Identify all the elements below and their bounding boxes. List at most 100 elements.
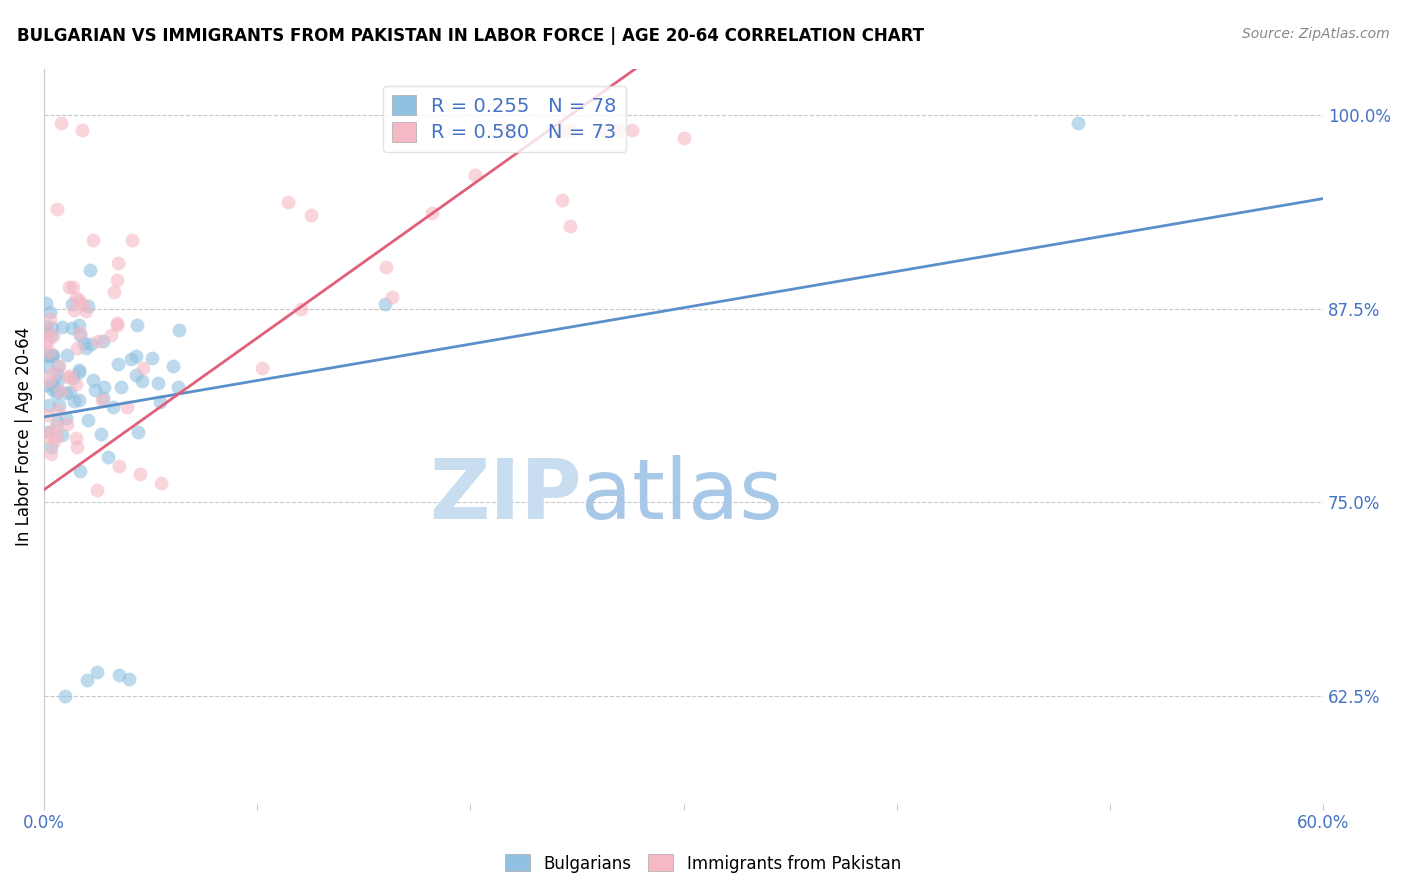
Bulgarians <box>41 382 63 396</box>
Immigrants from Pakistan <box>37 408 59 422</box>
Y-axis label: In Labor Force | Age 20-64: In Labor Force | Age 20-64 <box>15 326 32 546</box>
Bulgarians <box>56 348 79 362</box>
Bulgarians <box>60 321 83 335</box>
Bulgarians <box>82 373 104 387</box>
Immigrants from Pakistan <box>250 360 273 375</box>
Bulgarians <box>110 380 132 394</box>
Bulgarians <box>46 415 69 429</box>
Immigrants from Pakistan <box>129 467 152 482</box>
Text: Source: ZipAtlas.com: Source: ZipAtlas.com <box>1241 27 1389 41</box>
Immigrants from Pakistan <box>551 193 574 207</box>
Immigrants from Pakistan <box>105 318 128 332</box>
Legend: R = 0.255   N = 78, R = 0.580   N = 73: R = 0.255 N = 78, R = 0.580 N = 73 <box>382 86 627 152</box>
Immigrants from Pakistan <box>39 425 62 440</box>
Bulgarians <box>77 413 100 427</box>
Immigrants from Pakistan <box>620 123 643 137</box>
Immigrants from Pakistan <box>56 417 79 431</box>
Bulgarians <box>86 665 108 680</box>
Bulgarians <box>1067 116 1090 130</box>
Bulgarians <box>42 376 65 391</box>
Bulgarians <box>35 318 58 333</box>
Bulgarians <box>62 371 84 385</box>
Immigrants from Pakistan <box>38 345 60 359</box>
Bulgarians <box>76 673 98 687</box>
Immigrants from Pakistan <box>464 168 486 182</box>
Immigrants from Pakistan <box>70 296 93 310</box>
Immigrants from Pakistan <box>46 402 69 417</box>
Bulgarians <box>39 349 62 363</box>
Immigrants from Pakistan <box>46 202 69 216</box>
Text: atlas: atlas <box>581 455 783 535</box>
Immigrants from Pakistan <box>105 316 128 330</box>
Bulgarians <box>48 359 70 374</box>
Immigrants from Pakistan <box>121 233 143 247</box>
Bulgarians <box>41 321 63 335</box>
Immigrants from Pakistan <box>107 459 129 474</box>
Bulgarians <box>55 689 77 703</box>
Bulgarians <box>141 351 163 365</box>
Immigrants from Pakistan <box>48 359 70 374</box>
Bulgarians <box>38 399 60 413</box>
Immigrants from Pakistan <box>45 418 67 433</box>
Bulgarians <box>41 377 63 392</box>
Bulgarians <box>41 348 63 362</box>
Bulgarians <box>37 425 59 439</box>
Immigrants from Pakistan <box>48 384 70 399</box>
Bulgarians <box>96 450 118 464</box>
Bulgarians <box>67 392 90 407</box>
Immigrants from Pakistan <box>62 280 84 294</box>
Bulgarians <box>75 341 97 355</box>
Bulgarians <box>51 320 73 334</box>
Immigrants from Pakistan <box>132 361 155 376</box>
Immigrants from Pakistan <box>65 431 87 445</box>
Bulgarians <box>162 359 184 374</box>
Bulgarians <box>90 426 112 441</box>
Bulgarians <box>77 299 100 313</box>
Bulgarians <box>46 384 69 399</box>
Immigrants from Pakistan <box>41 367 63 381</box>
Immigrants from Pakistan <box>420 205 443 219</box>
Text: BULGARIAN VS IMMIGRANTS FROM PAKISTAN IN LABOR FORCE | AGE 20-64 CORRELATION CHA: BULGARIAN VS IMMIGRANTS FROM PAKISTAN IN… <box>17 27 924 45</box>
Immigrants from Pakistan <box>65 376 87 391</box>
Immigrants from Pakistan <box>59 369 82 384</box>
Immigrants from Pakistan <box>63 303 86 318</box>
Immigrants from Pakistan <box>46 429 69 443</box>
Bulgarians <box>63 393 86 408</box>
Bulgarians <box>55 411 77 425</box>
Immigrants from Pakistan <box>58 280 80 294</box>
Bulgarians <box>48 398 70 412</box>
Bulgarians <box>38 304 60 318</box>
Bulgarians <box>35 359 58 374</box>
Bulgarians <box>37 348 59 362</box>
Immigrants from Pakistan <box>42 434 65 449</box>
Bulgarians <box>101 400 124 414</box>
Immigrants from Pakistan <box>75 303 97 318</box>
Bulgarians <box>67 318 90 332</box>
Immigrants from Pakistan <box>72 123 94 137</box>
Immigrants from Pakistan <box>42 329 65 343</box>
Immigrants from Pakistan <box>86 483 108 497</box>
Immigrants from Pakistan <box>51 116 73 130</box>
Immigrants from Pakistan <box>560 123 582 137</box>
Immigrants from Pakistan <box>87 334 110 349</box>
Immigrants from Pakistan <box>82 233 104 247</box>
Immigrants from Pakistan <box>103 285 125 299</box>
Immigrants from Pakistan <box>150 476 173 491</box>
Immigrants from Pakistan <box>558 219 581 234</box>
Legend: Bulgarians, Immigrants from Pakistan: Bulgarians, Immigrants from Pakistan <box>499 847 907 880</box>
Bulgarians <box>35 295 58 310</box>
Bulgarians <box>125 368 148 383</box>
Immigrants from Pakistan <box>593 123 616 137</box>
Immigrants from Pakistan <box>115 400 138 414</box>
Bulgarians <box>69 328 91 343</box>
Bulgarians <box>167 380 190 394</box>
Immigrants from Pakistan <box>38 312 60 326</box>
Immigrants from Pakistan <box>37 374 59 388</box>
Bulgarians <box>35 378 58 392</box>
Bulgarians <box>127 318 149 332</box>
Immigrants from Pakistan <box>290 301 312 316</box>
Bulgarians <box>118 672 141 686</box>
Text: ZIP: ZIP <box>429 455 581 535</box>
Immigrants from Pakistan <box>67 293 90 307</box>
Bulgarians <box>46 367 69 381</box>
